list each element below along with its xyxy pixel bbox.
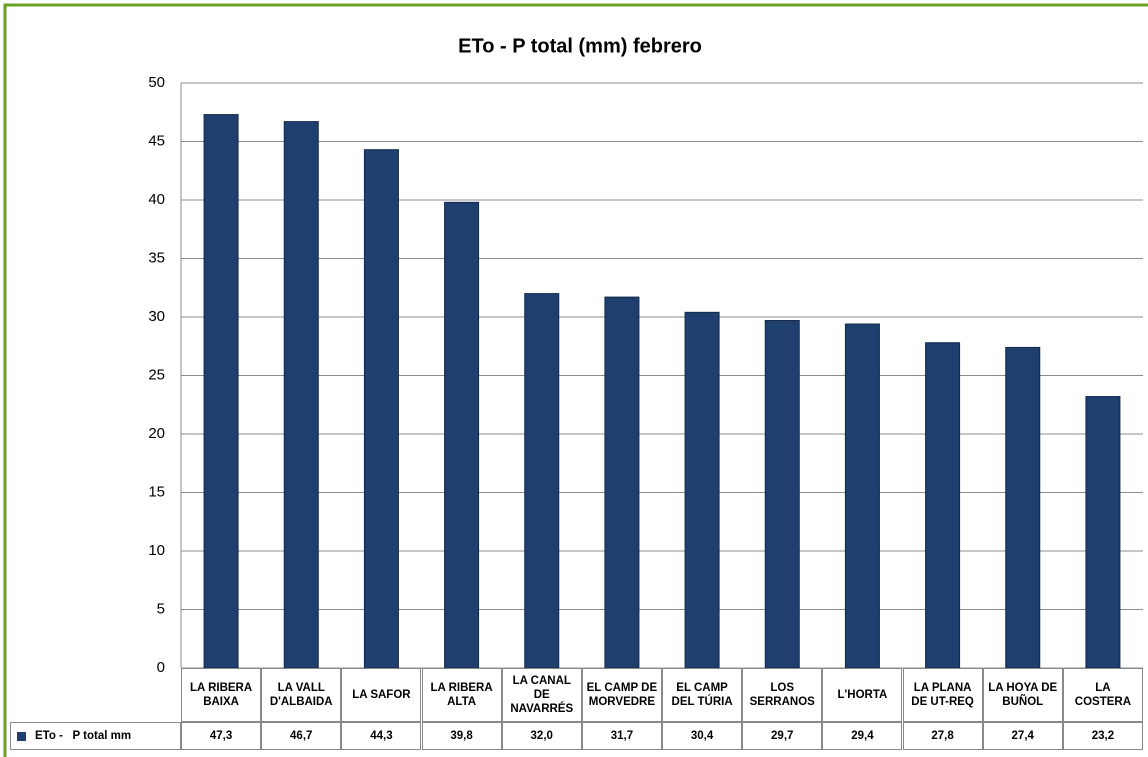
- data-table-value: 31,7: [581, 722, 662, 750]
- x-tick-label: LA COSTERA: [1062, 668, 1143, 722]
- bar: [604, 296, 640, 669]
- bar: [764, 320, 800, 669]
- x-tick-label: EL CAMP DE MORVEDRE: [581, 668, 662, 722]
- data-table-value: 29,4: [822, 722, 903, 750]
- bar: [1005, 346, 1041, 669]
- x-tick-label: LA RIBERA ALTA: [421, 668, 502, 722]
- data-table-value: 27,8: [902, 722, 983, 750]
- bar: [444, 201, 480, 669]
- data-table-value: 32,0: [501, 722, 582, 750]
- bar: [1085, 396, 1121, 669]
- data-table-value: 44,3: [341, 722, 422, 750]
- bar: [203, 114, 239, 669]
- y-tick-label: 10: [148, 542, 165, 559]
- x-tick-label: LA VALL D'ALBAIDA: [261, 668, 342, 722]
- y-tick-label: 20: [148, 425, 165, 442]
- legend-swatch: [17, 732, 26, 741]
- y-tick-label: 30: [148, 308, 165, 325]
- chart-border: [3, 3, 1148, 757]
- data-table-value: 29,7: [742, 722, 823, 750]
- y-tick-label: 15: [148, 483, 165, 500]
- legend-entry: ETo - P total mm: [10, 722, 181, 750]
- x-tick-label: LA HOYA DE BUÑOL: [982, 668, 1063, 722]
- y-tick-label: 35: [148, 249, 165, 266]
- bar: [844, 323, 880, 669]
- y-tick-label: 0: [157, 659, 165, 676]
- data-table-value: 39,8: [421, 722, 502, 750]
- bar: [524, 293, 560, 669]
- data-table-value: 27,4: [982, 722, 1063, 750]
- y-tick-label: 40: [148, 191, 165, 208]
- x-tick-label: LA CANAL DE NAVARRÉS: [501, 668, 582, 722]
- x-tick-label: LA RIBERA BAIXA: [181, 668, 262, 722]
- bar: [363, 149, 399, 669]
- data-table-value: 23,2: [1062, 722, 1143, 750]
- y-tick-label: 25: [148, 366, 165, 383]
- y-tick-label: 5: [157, 600, 165, 617]
- x-tick-label: LOS SERRANOS: [742, 668, 823, 722]
- bar: [925, 342, 961, 669]
- chart-title: ETo - P total (mm) febrero: [458, 35, 702, 57]
- x-tick-label: LA PLANA DE UT-REQ: [902, 668, 983, 722]
- data-table-value: 30,4: [662, 722, 743, 750]
- bar: [283, 121, 319, 669]
- y-tick-label: 45: [148, 132, 165, 149]
- bar: [684, 311, 720, 669]
- data-table-value: 47,3: [181, 722, 262, 750]
- y-tick-label: 50: [148, 74, 165, 91]
- data-table-value: 46,7: [261, 722, 342, 750]
- x-tick-label: EL CAMP DEL TÚRIA: [662, 668, 743, 722]
- x-tick-label: LA SAFOR: [341, 668, 422, 722]
- x-tick-label: L'HORTA: [822, 668, 903, 722]
